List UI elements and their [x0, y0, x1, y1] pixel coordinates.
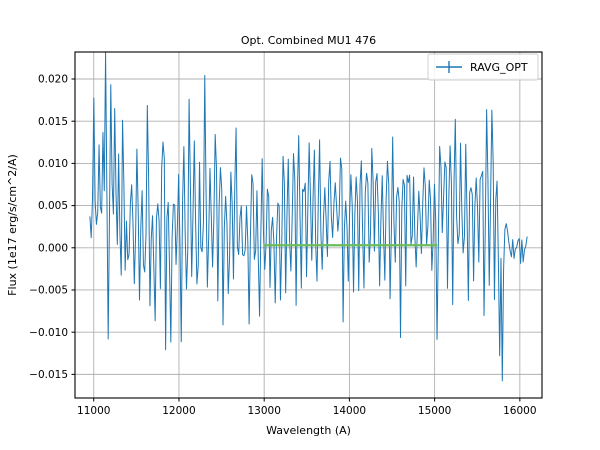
x-ticklabel: 11000	[77, 405, 110, 417]
axes-frame	[74, 51, 543, 399]
data-layer	[89, 51, 528, 382]
y-ticklabel: −0.005	[29, 285, 68, 297]
y-ticklabel: 0.010	[38, 158, 68, 170]
x-ticklabel: 13000	[247, 405, 280, 417]
chart-title: Opt. Combined MU1 476	[241, 34, 376, 47]
series-line-ravg-opt	[89, 51, 528, 382]
y-ticklabel: 0.000	[38, 242, 68, 254]
legend-box	[427, 53, 539, 81]
legend[interactable]: RAVG_OPT	[427, 53, 539, 81]
legend-label-ravg-opt: RAVG_OPT	[470, 61, 528, 74]
x-ticklabels: 11000 12000 13000 14000 15000 16000	[77, 405, 537, 417]
y-ticklabel: 0.020	[38, 74, 68, 86]
x-ticklabel: 12000	[162, 405, 195, 417]
y-ticklabel: 0.015	[38, 116, 68, 128]
y-tickmarks	[71, 78, 75, 375]
y-ticklabels: 0.020 0.015 0.010 0.005 0.000 −0.005 −0.010 −0.…	[29, 74, 68, 381]
x-axis-label: Wavelength (A)	[266, 424, 351, 437]
y-ticklabel: −0.015	[29, 369, 68, 381]
x-ticklabel: 15000	[418, 405, 451, 417]
x-tickmarks	[93, 398, 521, 402]
y-axis-label: Flux (1e17 erg/s/cm^2/A)	[6, 154, 19, 296]
y-ticklabel: −0.010	[29, 327, 68, 339]
y-ticklabel: 0.005	[38, 200, 68, 212]
axes-background	[75, 52, 542, 398]
x-ticklabel: 16000	[503, 405, 536, 417]
x-ticklabel: 14000	[333, 405, 366, 417]
